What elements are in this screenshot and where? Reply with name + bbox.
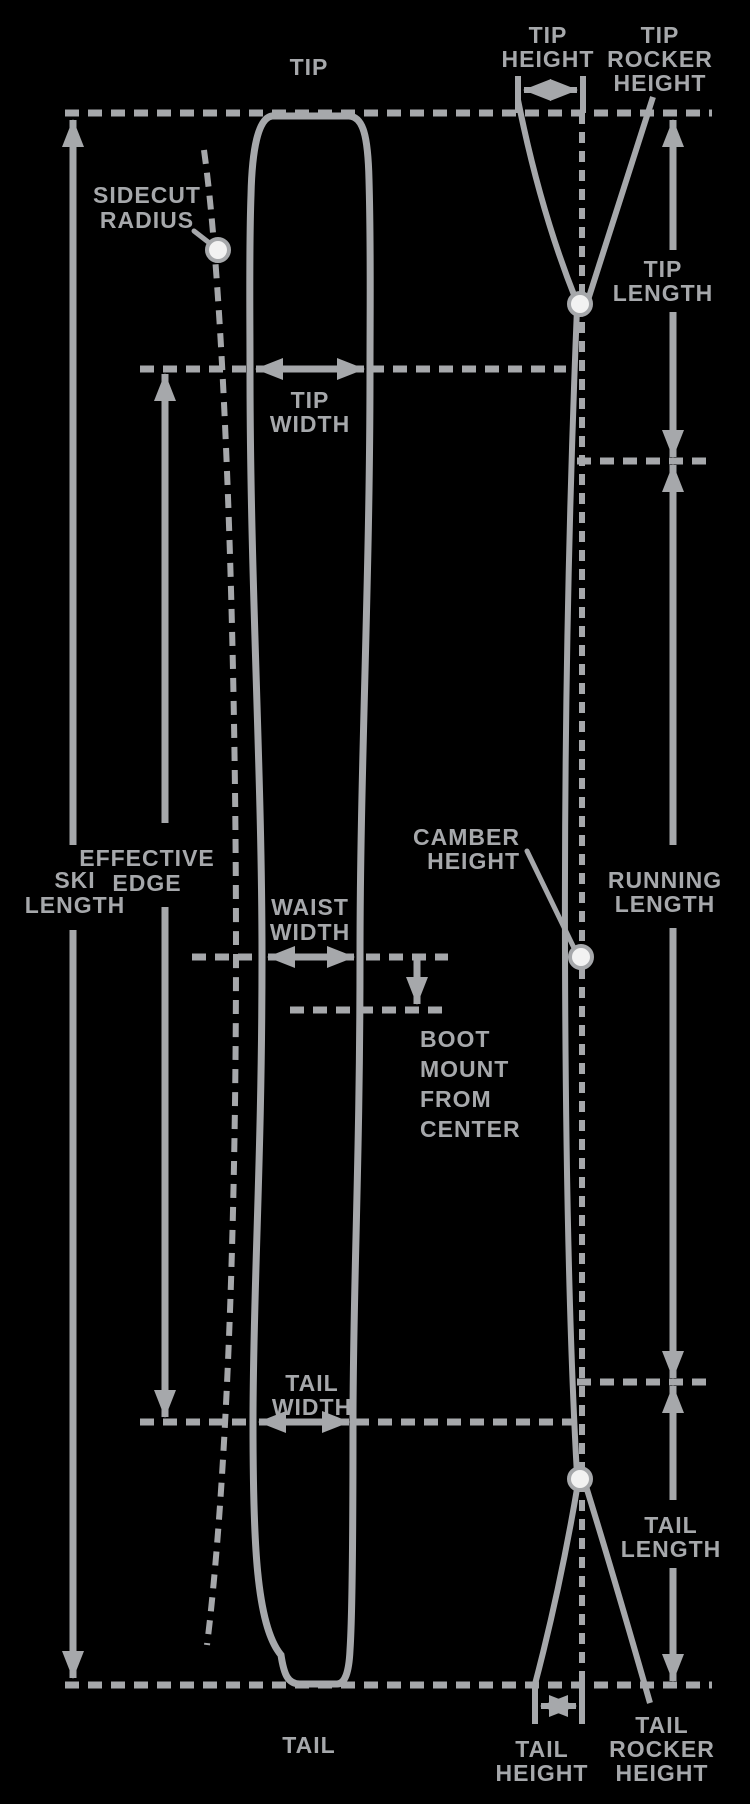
side-view-tail-rocker-line (582, 1482, 653, 1704)
running-length-label-line-1: RUNNING (608, 867, 722, 893)
effective-edge-label-line-2: EDGE (112, 870, 181, 896)
side-view-tip-rocker-line (585, 96, 656, 301)
camber-height-callout: CAMBER HEIGHT (413, 824, 578, 953)
sidecut-radius-label-line-1: SIDECUT (93, 182, 201, 208)
tip-height-measure: TIP HEIGHT (502, 22, 595, 113)
tail-rocker-height-label: TAIL ROCKER HEIGHT (609, 1712, 715, 1786)
waist-width-label-line-1: WAIST (271, 894, 349, 920)
tail-width-label-line-1: TAIL (285, 1370, 338, 1396)
tail-height-measure: TAIL HEIGHT (496, 1685, 589, 1786)
tail-height-label-line-1: TAIL (515, 1736, 568, 1762)
tail-length-label-line-2: LENGTH (621, 1536, 722, 1562)
tail-label-text: TAIL (282, 1732, 335, 1758)
ski-length-measure: SKI LENGTH (25, 119, 126, 1679)
tail-rocker-height-label-line-1: TAIL (635, 1712, 688, 1738)
tip-rocker-height-label: TIP ROCKER HEIGHT (607, 22, 713, 96)
tip-width-label-line-2: WIDTH (270, 411, 350, 437)
boot-mount-label-line-2: MOUNT (420, 1056, 509, 1082)
running-length-measure: RUNNING LENGTH (608, 464, 722, 1379)
tail-length-measure: TAIL LENGTH (577, 1378, 722, 1682)
tip-width-measure: TIP WIDTH (140, 358, 566, 437)
ski-length-label-line-2: LENGTH (25, 892, 126, 918)
tip-label: TIP (290, 54, 329, 80)
camber-height-pointer-line (524, 848, 578, 953)
effective-edge-label-line-1: EFFECTIVE (79, 845, 215, 871)
tip-height-label-line-1: TIP (529, 22, 568, 48)
side-view-camber-body-line (561, 307, 580, 1476)
ski-side-view (515, 96, 656, 1704)
ski-top-view-outline (246, 112, 374, 1688)
tip-contact-point-marker (567, 291, 593, 317)
effective-edge-measure: EFFECTIVE EDGE (79, 373, 215, 1418)
boot-mount-label-line-4: CENTER (420, 1116, 521, 1142)
tip-rocker-height-label-line-3: HEIGHT (614, 70, 707, 96)
tail-width-measure: TAIL WIDTH (140, 1370, 573, 1433)
boot-mount-label-line-1: BOOT (420, 1026, 490, 1052)
camber-height-label-line-1: CAMBER (413, 824, 520, 850)
tip-length-label-line-1: TIP (644, 256, 683, 282)
tip-rocker-height-label-line-1: TIP (641, 22, 680, 48)
ski-top-view (201, 112, 374, 1688)
tip-length-label-line-2: LENGTH (613, 280, 714, 306)
sidecut-radius-label-line-2: RADIUS (100, 207, 194, 233)
tail-rocker-height-label-line-2: ROCKER (609, 1736, 715, 1762)
tip-height-label-line-2: HEIGHT (502, 46, 595, 72)
ski-length-label-line-1: SKI (54, 867, 95, 893)
tip-length-measure: TIP LENGTH (577, 119, 714, 465)
tail-rocker-height-label-line-3: HEIGHT (616, 1760, 709, 1786)
sidecut-radius-arc (201, 149, 240, 1646)
camber-height-point-marker (568, 944, 594, 970)
sidecut-radius-point-marker (205, 237, 231, 263)
camber-height-label-line-2: HEIGHT (427, 848, 520, 874)
tail-label: TAIL (282, 1732, 335, 1758)
tip-width-label-line-1: TIP (291, 387, 330, 413)
boot-mount-label-line-3: FROM (420, 1086, 492, 1112)
tip-label-text: TIP (290, 54, 329, 80)
tip-rocker-height-label-line-2: ROCKER (607, 46, 713, 72)
sidecut-radius-callout: SIDECUT RADIUS (93, 182, 231, 263)
waist-width-measure: WAIST WIDTH (192, 894, 448, 968)
side-view-tail-upper-line (531, 1482, 581, 1689)
tail-height-label-line-2: HEIGHT (496, 1760, 589, 1786)
running-length-label-line-2: LENGTH (615, 891, 716, 917)
tail-contact-point-marker (567, 1466, 593, 1492)
side-view-tip-upper-line (515, 99, 579, 302)
waist-width-label-line-2: WIDTH (270, 919, 350, 945)
boot-mount-measure: BOOT MOUNT FROM CENTER (290, 957, 521, 1142)
tail-width-label-line-2: WIDTH (272, 1394, 352, 1420)
tail-length-label-line-1: TAIL (644, 1512, 697, 1538)
